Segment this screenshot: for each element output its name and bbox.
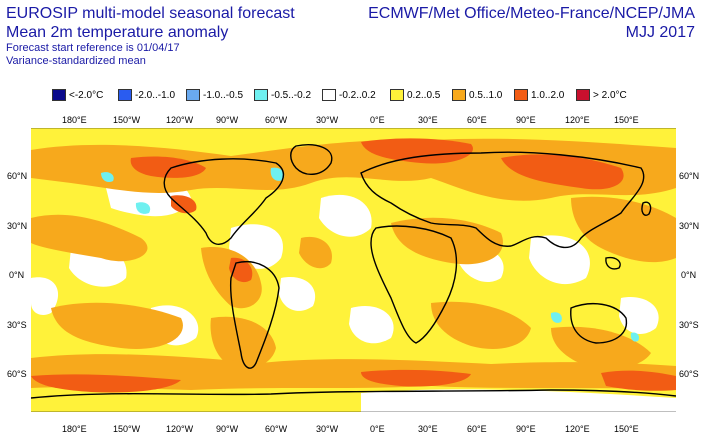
map-svg <box>31 128 676 412</box>
top-lon-label: 120°E <box>565 115 590 125</box>
variance-label: Variance-standardized mean <box>6 55 146 67</box>
legend-item: <-2.0°C <box>52 88 103 102</box>
right-lat-label: 30°S <box>679 320 699 330</box>
top-lon-label: 120°W <box>166 115 194 125</box>
warm-regions <box>31 138 676 390</box>
legend-label: 1.0..2.0 <box>531 89 565 101</box>
chart-title-2: Mean 2m temperature anomaly <box>6 24 229 41</box>
legend-swatch <box>118 89 132 101</box>
legend-label: > 2.0°C <box>593 89 627 101</box>
legend-item: -0.5..-0.2 <box>254 88 311 102</box>
title-block: EUROSIP multi-model seasonal forecast Me… <box>6 4 295 68</box>
bottom-lon-label: 30°E <box>418 424 438 434</box>
top-lon-label: 60°W <box>265 115 288 125</box>
forecast-start-label: Forecast start reference is 01/04/17 <box>6 42 180 54</box>
legend-item: -2.0..-1.0 <box>118 88 175 102</box>
agencies-label: ECMWF/Met Office/Meteo-France/NCEP/JMA <box>368 5 695 22</box>
legend-item: 1.0..2.0 <box>514 88 564 102</box>
legend: <-2.0°C -2.0..-1.0 -1.0..-0.5 -0.5..-0.2… <box>52 88 652 102</box>
top-lon-label: 90°W <box>216 115 239 125</box>
legend-item: 0.2..0.5 <box>390 88 440 102</box>
top-lon-label: 90°E <box>516 115 536 125</box>
bottom-lon-label: 60°W <box>265 424 288 434</box>
legend-swatch <box>576 89 590 101</box>
right-lat-label: 60°N <box>679 171 700 181</box>
bottom-lon-label: 60°E <box>467 424 487 434</box>
legend-label: -2.0..-1.0 <box>135 89 176 101</box>
legend-item: -0.2..0.2 <box>322 88 376 102</box>
top-lon-label: 180°E <box>62 115 87 125</box>
bottom-lon-label: 120°E <box>565 424 590 434</box>
legend-swatch <box>514 89 528 101</box>
left-lat-label: 30°N <box>7 221 28 231</box>
left-lat-label: 60°N <box>7 171 28 181</box>
legend-item: 0.5..1.0 <box>452 88 502 102</box>
legend-item: > 2.0°C <box>576 88 627 102</box>
legend-label: -0.2..0.2 <box>339 89 376 101</box>
top-lon-label: 30°E <box>418 115 438 125</box>
left-lat-label: 0°N <box>9 270 25 280</box>
bottom-lon-label: 180°E <box>62 424 87 434</box>
legend-label: -0.5..-0.2 <box>271 89 312 101</box>
right-lat-label: 0°N <box>681 270 697 280</box>
bottom-lon-label: 150°E <box>614 424 639 434</box>
top-lon-label: 30°W <box>316 115 339 125</box>
bottom-lon-label: 0°E <box>370 424 385 434</box>
legend-swatch <box>452 89 466 101</box>
legend-label: 0.2..0.5 <box>407 89 441 101</box>
bottom-lon-label: 120°W <box>166 424 194 434</box>
legend-swatch <box>254 89 268 101</box>
left-lat-label: 60°S <box>7 369 27 379</box>
legend-label: <-2.0°C <box>69 89 104 101</box>
bottom-lon-label: 90°E <box>516 424 536 434</box>
hot-regions <box>31 138 676 393</box>
top-lon-label: 150°E <box>614 115 639 125</box>
right-lat-label: 30°N <box>679 221 700 231</box>
legend-swatch <box>186 89 200 101</box>
bottom-lon-label: 30°W <box>316 424 339 434</box>
coastlines <box>31 144 676 399</box>
top-lon-label: 150°W <box>113 115 141 125</box>
right-lat-label: 60°S <box>679 369 699 379</box>
legend-swatch <box>52 89 66 101</box>
cool-patches <box>101 167 640 342</box>
legend-label: 0.5..1.0 <box>469 89 503 101</box>
bottom-lon-label: 90°W <box>216 424 239 434</box>
anomaly-map <box>31 128 676 412</box>
chart-title: EUROSIP multi-model seasonal forecast <box>6 5 295 22</box>
bottom-lon-label: 150°W <box>113 424 141 434</box>
legend-item: -1.0..-0.5 <box>186 88 243 102</box>
top-lon-label: 0°E <box>370 115 385 125</box>
legend-swatch <box>390 89 404 101</box>
legend-label: -1.0..-0.5 <box>203 89 244 101</box>
agency-block: ECMWF/Met Office/Meteo-France/NCEP/JMA M… <box>368 4 695 42</box>
top-lon-label: 60°E <box>467 115 487 125</box>
legend-swatch <box>322 89 336 101</box>
left-lat-label: 30°S <box>7 320 27 330</box>
season-label: MJJ 2017 <box>625 24 695 41</box>
